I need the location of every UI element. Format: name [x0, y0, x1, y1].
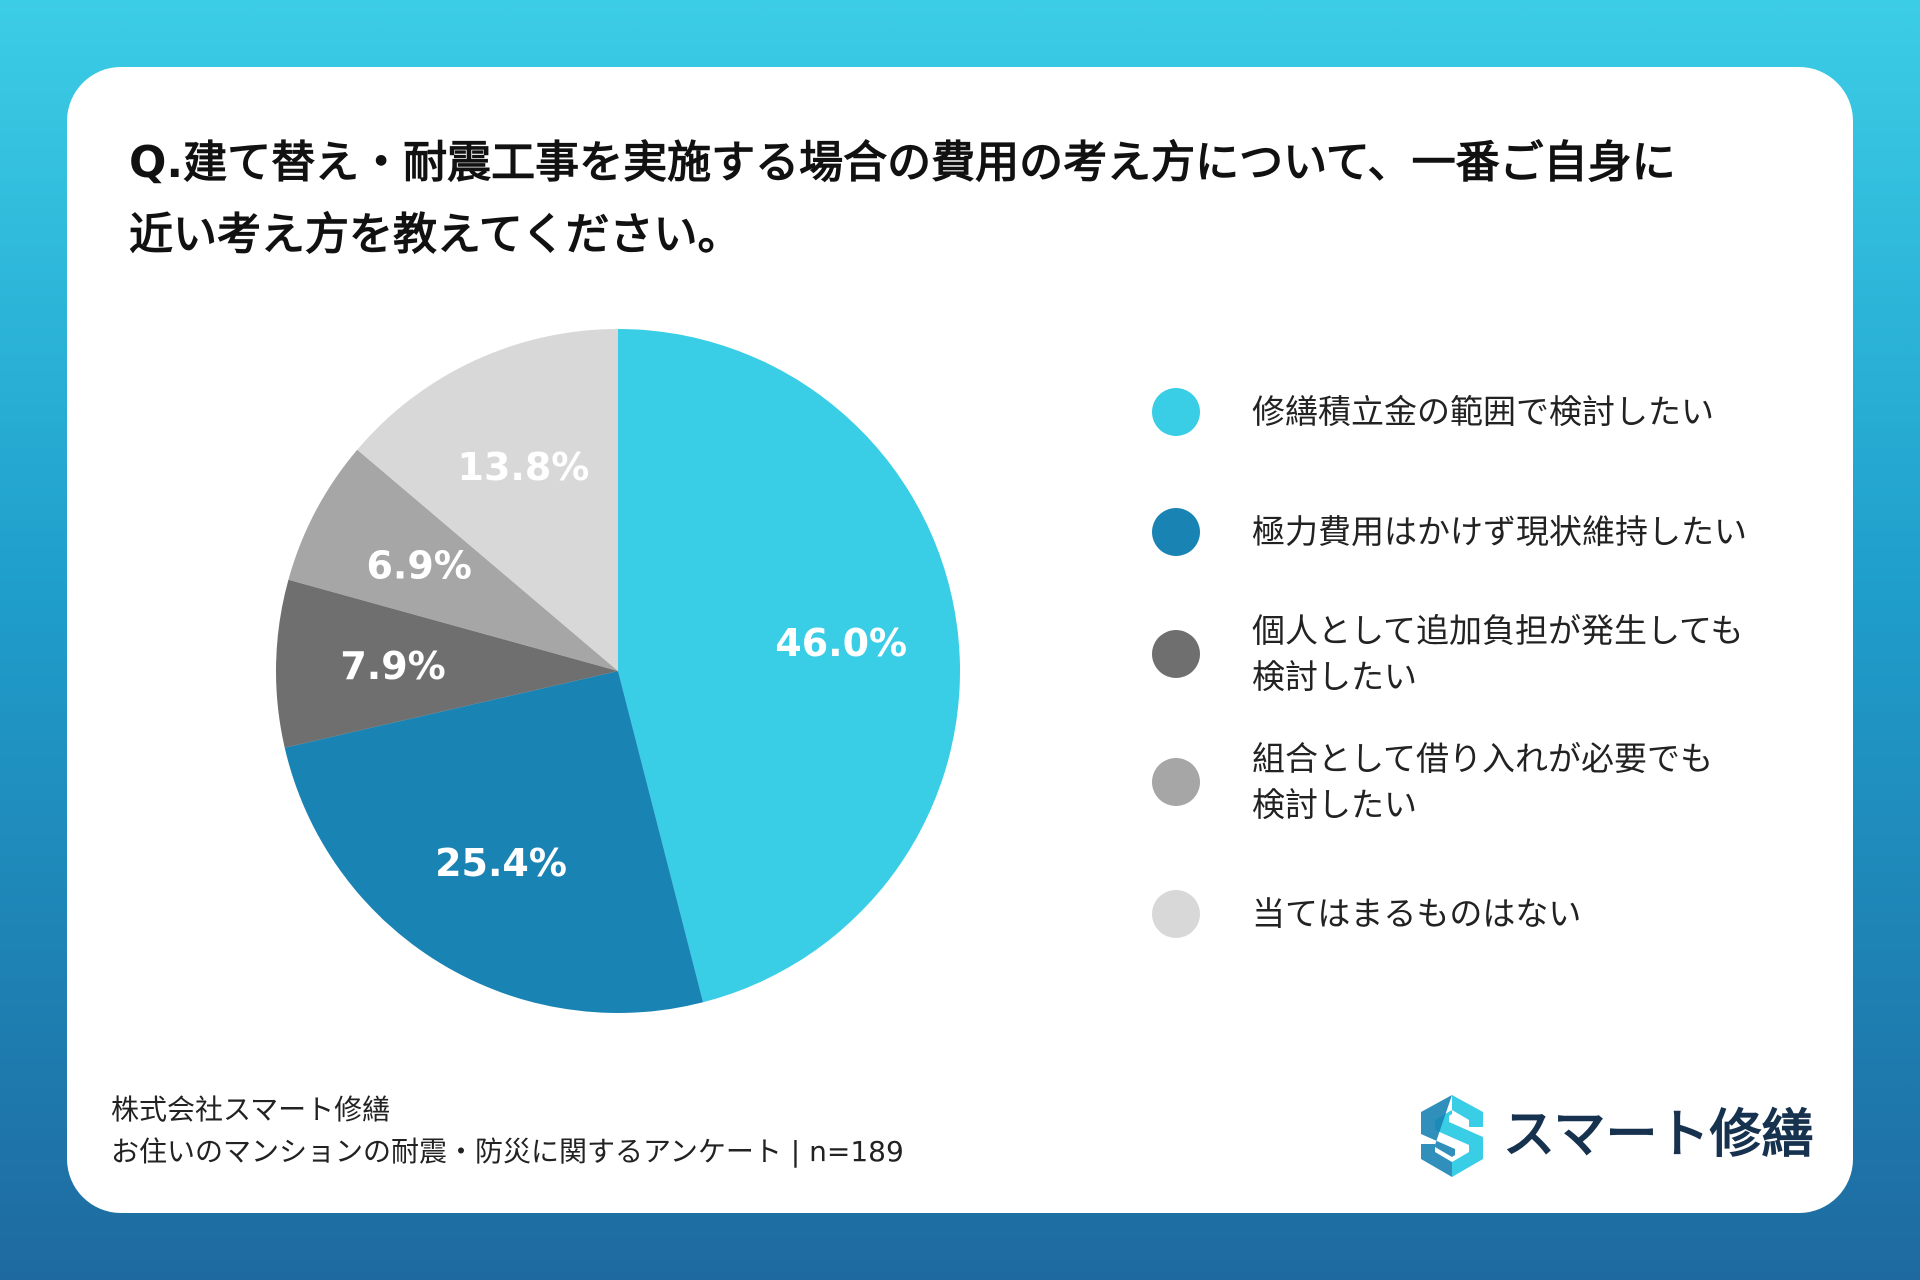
chart-title: Q.建て替え・耐震工事を実施する場合の費用の考え方について、一番ご自身に 近い考… [129, 127, 1789, 271]
data-label-4: 6.9% [366, 544, 471, 588]
legend-label-1: 修繕積立金の範囲で検討したい [1252, 389, 1812, 435]
card: Q.建て替え・耐震工事を実施する場合の費用の考え方について、一番ご自身に 近い考… [67, 67, 1853, 1213]
source-company: 株式会社スマート修繕 [111, 1093, 391, 1126]
data-label-5: 13.8% [458, 445, 590, 489]
source-note: 株式会社スマート修繕 お住いのマンションの耐震・防災に関するアンケート | n=… [111, 1089, 904, 1173]
legend-label-3: 個人として追加負担が発生しても 検討したい [1252, 608, 1812, 700]
source-survey: お住いのマンションの耐震・防災に関するアンケート | n=189 [111, 1135, 904, 1168]
legend-label-2-line-1: 極力費用はかけず現状維持したい [1252, 512, 1747, 551]
legend-label-2: 極力費用はかけず現状維持したい [1252, 509, 1812, 555]
legend-item-5: 当てはまるものはない [1152, 869, 1832, 959]
legend-label-5: 当てはまるものはない [1252, 891, 1812, 937]
data-label-3: 7.9% [340, 644, 445, 688]
legend-label-3-line-2: 検討したい [1252, 657, 1417, 696]
pie-slices [276, 328, 961, 1014]
legend-label-5-line-1: 当てはまるものはない [1252, 894, 1582, 933]
pie-slice-3 [276, 579, 618, 748]
pie-slice-1 [618, 328, 961, 1003]
legend-label-4: 組合として借り入れが必要でも 検討したい [1252, 736, 1812, 828]
pie-data-labels: 46.0% 25.4% 7.9% 6.9% 13.8% [340, 445, 907, 885]
logo-text: スマート修繕 [1503, 1105, 1814, 1165]
legend-swatch-3 [1152, 630, 1200, 678]
legend-item-2: 極力費用はかけず現状維持したい [1152, 487, 1832, 577]
data-label-2: 25.4% [435, 841, 567, 885]
legend-label-1-line-1: 修繕積立金の範囲で検討したい [1252, 392, 1714, 431]
brand-logo: スマート修繕 [1417, 1085, 1817, 1185]
data-label-1: 46.0% [775, 621, 907, 665]
pie-slice-5 [357, 329, 618, 671]
pie-chart: 46.0% 25.4% 7.9% 6.9% 13.8% [276, 328, 961, 1014]
legend-swatch-4 [1152, 758, 1200, 806]
legend-item-4: 組合として借り入れが必要でも 検討したい [1152, 737, 1832, 827]
legend-item-3: 個人として追加負担が発生しても 検討したい [1152, 609, 1832, 699]
legend-label-4-line-2: 検討したい [1252, 785, 1417, 824]
pie-slice-4 [288, 449, 618, 671]
legend-label-4-line-1: 組合として借り入れが必要でも [1252, 739, 1714, 778]
s-logo-icon [1421, 1095, 1483, 1177]
legend-label-3-line-1: 個人として追加負担が発生しても [1252, 611, 1744, 650]
legend-item-1: 修繕積立金の範囲で検討したい [1152, 367, 1832, 457]
chart-title-line-1: Q.建て替え・耐震工事を実施する場合の費用の考え方について、一番ご自身に [129, 137, 1676, 188]
legend-swatch-1 [1152, 388, 1200, 436]
legend-swatch-2 [1152, 508, 1200, 556]
legend-swatch-5 [1152, 890, 1200, 938]
pie-slice-2 [284, 671, 704, 1014]
chart-title-line-2: 近い考え方を教えてください。 [129, 209, 742, 260]
